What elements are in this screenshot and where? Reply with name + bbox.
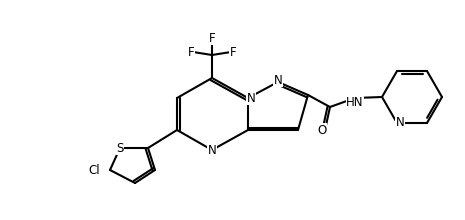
Text: F: F bbox=[230, 46, 236, 59]
Text: S: S bbox=[116, 141, 124, 154]
Text: N: N bbox=[273, 73, 282, 86]
Text: O: O bbox=[318, 123, 326, 136]
Text: N: N bbox=[208, 143, 216, 156]
Text: Cl: Cl bbox=[88, 163, 100, 176]
Text: F: F bbox=[209, 31, 215, 44]
Text: N: N bbox=[246, 92, 255, 104]
Text: N: N bbox=[396, 116, 405, 130]
Text: HN: HN bbox=[346, 95, 364, 108]
Text: F: F bbox=[188, 46, 194, 59]
